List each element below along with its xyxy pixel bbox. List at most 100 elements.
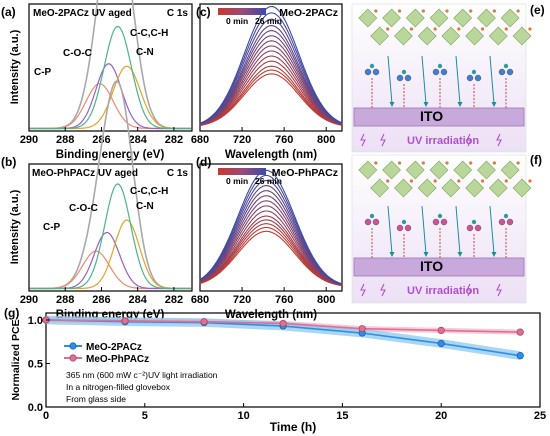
panel-e-arrow-head	[491, 102, 497, 107]
panel-f-arrow-head	[423, 252, 429, 257]
panel-f-ion	[437, 213, 443, 219]
panel-f: ITO UV irradiation (f)	[351, 153, 542, 304]
panel-f-ring	[364, 218, 372, 226]
legend-label-phpacz: MeO-PhPACz	[86, 354, 149, 365]
panel-e-uv-bolts	[360, 133, 502, 147]
panel-e-octahedron	[512, 26, 532, 46]
panel-f-ito-substrate	[353, 257, 525, 277]
panel-e-octahedron	[405, 8, 425, 28]
panel-g-note-3: From glass side	[66, 394, 126, 404]
panel-e-ion	[471, 69, 477, 75]
panel-d-xlabel: Wavelength (nm)	[225, 309, 317, 321]
panel-e-cation	[409, 27, 414, 31]
panel-f-octahedron	[394, 178, 413, 198]
panel-f-cation	[469, 161, 473, 165]
legend-label-2pacz: MeO-2PACz	[86, 342, 142, 353]
panel-e-cation	[480, 27, 485, 31]
panel-e-cation	[528, 27, 532, 31]
panel-f-arrow-head	[389, 252, 395, 257]
panel-f-bolt	[466, 283, 472, 297]
panel-a-label-coc: C-O-C	[63, 48, 92, 59]
panel-g-point-1-3	[279, 319, 287, 328]
panel-e-octahedron	[417, 26, 437, 46]
panel-b-frame	[28, 163, 193, 292]
panel-f-octahedron	[358, 160, 378, 180]
panel-f-cation	[397, 161, 402, 165]
panel-e-octahedron	[358, 8, 378, 28]
panel-d-spectrum-8	[199, 210, 343, 286]
panel-g-xtick-label-20: 20	[435, 410, 447, 422]
panel-f-cation	[516, 161, 520, 165]
panel-e-sam-molecules	[364, 55, 514, 108]
panel-e-octahedron	[477, 8, 496, 28]
panel-d-title: MeO-PhPACz	[272, 167, 338, 179]
panel-d: (d) 0 min 26 min MeO-PhPACz 680 720 760 800…	[191, 155, 343, 321]
panel-a: (a) MeO-2PACz UV aged C 1s C-O-C C-P C-C…	[1, 0, 193, 161]
panel-f-letter: (f)	[530, 153, 542, 167]
panel-e-cation	[504, 27, 508, 31]
panel-d-tick-label-800: 800	[317, 294, 335, 306]
panel-f-octahedron	[500, 160, 520, 180]
panel-b-title: MeO-PhPACz UV aged	[32, 168, 138, 179]
panel-e-octahedron	[394, 26, 413, 46]
panel-d-gradient-start: 0 min	[226, 176, 248, 186]
panel-b-label-cp: C-P	[43, 222, 61, 233]
panel-e-cation	[433, 27, 437, 31]
panel-e-cation	[374, 9, 378, 13]
panel-a-peak-c-p	[29, 83, 192, 130]
panel-g-ytick-label-1: 1.0	[28, 315, 43, 327]
panel-b-peak-c-p	[29, 250, 192, 290]
panel-b-label-cn: C-N	[136, 201, 154, 212]
panel-c-time-gradient	[218, 8, 266, 15]
panel-g-legend: MeO-2PACz MeO-PhPACz	[64, 342, 149, 365]
panel-b-ylabel: Intensity (a.u.)	[9, 189, 21, 264]
panel-d-spectrum-4	[199, 190, 343, 285]
panel-c-title: MeO-2PACz	[279, 7, 338, 19]
panel-c-xaxis: 680 720 760 800	[191, 127, 335, 146]
panel-e-octahedron	[370, 26, 390, 46]
panel-f-octahedron	[465, 178, 484, 198]
panel-f-ion	[369, 213, 375, 219]
panel-c-spectrum-10	[199, 60, 343, 126]
panel-g-point-1-4	[358, 325, 366, 333]
panel-e-cation	[445, 9, 449, 13]
panel-c-plot	[199, 5, 343, 126]
panel-g-point-1-2	[200, 318, 208, 326]
panel-f-ring	[466, 224, 474, 232]
panel-e-ito-substrate	[353, 107, 525, 127]
panel-f-cation	[457, 179, 461, 183]
panel-b-tick-label-284: 284	[128, 294, 147, 306]
panel-c-tick-label-680: 680	[191, 134, 209, 146]
panel-f-uv-label: UV irradiation	[407, 285, 479, 297]
panel-c-spectrum-0	[199, 5, 343, 124]
panel-f-ring	[404, 224, 412, 232]
panel-e-octahedron	[382, 8, 401, 28]
panel-c-letter: (c)	[196, 5, 211, 19]
panel-g-point-1-1	[121, 317, 129, 325]
panel-c-xlabel: Wavelength (nm)	[225, 149, 317, 161]
panel-d-spectrum-11	[199, 223, 343, 286]
panel-a-ylabel: Intensity (a.u.)	[9, 29, 21, 104]
panel-c-spectrum-8	[199, 50, 343, 126]
panel-d-spectrum-3	[199, 185, 343, 285]
panel-f-octahedron	[417, 178, 437, 198]
panel-f-cation	[386, 179, 390, 183]
panel-f-octahedron	[370, 178, 390, 198]
panel-e-ring	[404, 74, 412, 82]
panel-c-spectrum-13	[199, 73, 343, 126]
panel-d-frame	[199, 163, 343, 292]
panel-e-ring	[364, 68, 372, 76]
panel-e-ring	[474, 74, 482, 82]
panel-b-tick-label-290: 290	[20, 294, 38, 306]
panel-d-spectrum-7	[199, 205, 343, 286]
panel-d-spectrum-5	[199, 195, 343, 286]
panel-e-migration-arrow	[421, 55, 427, 105]
panel-e-ring	[432, 68, 440, 76]
panel-e-cation	[386, 27, 390, 31]
panel-g-point-1-6	[516, 328, 524, 336]
panel-d-xaxis: 680 720 760 800	[191, 287, 335, 306]
panel-e-ion	[437, 63, 443, 69]
panel-g-ylabel: Normalized PCE	[10, 319, 22, 400]
panel-c-spectrum-6	[199, 40, 343, 125]
panel-e-ring	[466, 74, 474, 82]
